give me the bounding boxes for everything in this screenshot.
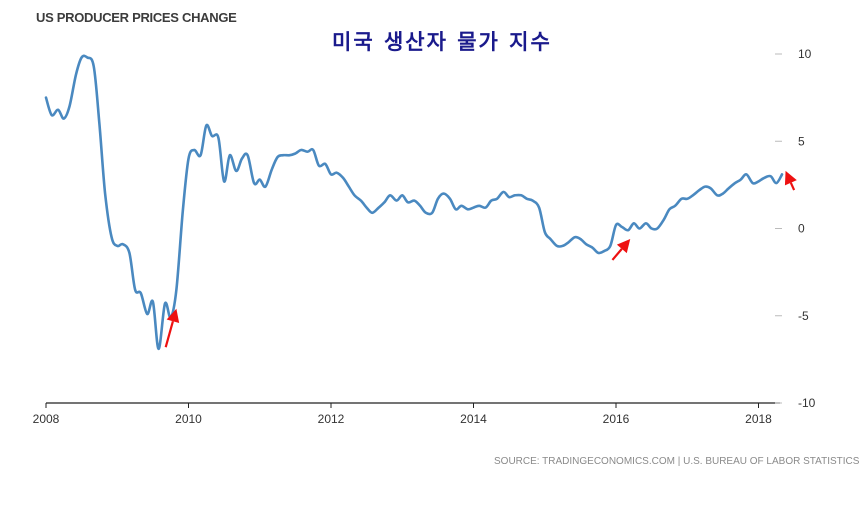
x-tick-label: 2014 [460, 412, 487, 426]
chart-axes: 2008 2010 2012 2014 2016 2018 10 5 0 -5 -10 [33, 47, 816, 426]
arrow-head-1 [616, 238, 631, 254]
y-tick-label: -10 [798, 396, 816, 410]
x-tick-label: 2018 [745, 412, 772, 426]
source-note: SOURCE: TRADINGECONOMICS.COM | U.S. BURE… [494, 456, 860, 467]
korean-title: 미국 생산자 물가 지수 [332, 29, 552, 54]
y-tick-label: 10 [798, 47, 812, 61]
arrow-shaft-0 [164, 320, 174, 348]
x-tick-label: 2016 [603, 412, 630, 426]
y-tick-label: -5 [798, 309, 809, 323]
arrow-head-0 [166, 308, 180, 324]
x-tick-label: 2012 [318, 412, 345, 426]
series-line-0 [44, 54, 784, 351]
chart-series [44, 54, 784, 351]
chart-annotations [164, 170, 797, 348]
x-tick-label: 2010 [175, 412, 202, 426]
x-tick-label: 2008 [33, 412, 60, 426]
y-tick-label: 0 [798, 222, 805, 236]
y-tick-label: 5 [798, 134, 805, 148]
arrow-shaft-2 [789, 182, 796, 191]
arrow-shaft-1 [611, 248, 623, 261]
chart-title: US PRODUCER PRICES CHANGE [36, 10, 237, 25]
arrow-head-2 [784, 170, 797, 186]
